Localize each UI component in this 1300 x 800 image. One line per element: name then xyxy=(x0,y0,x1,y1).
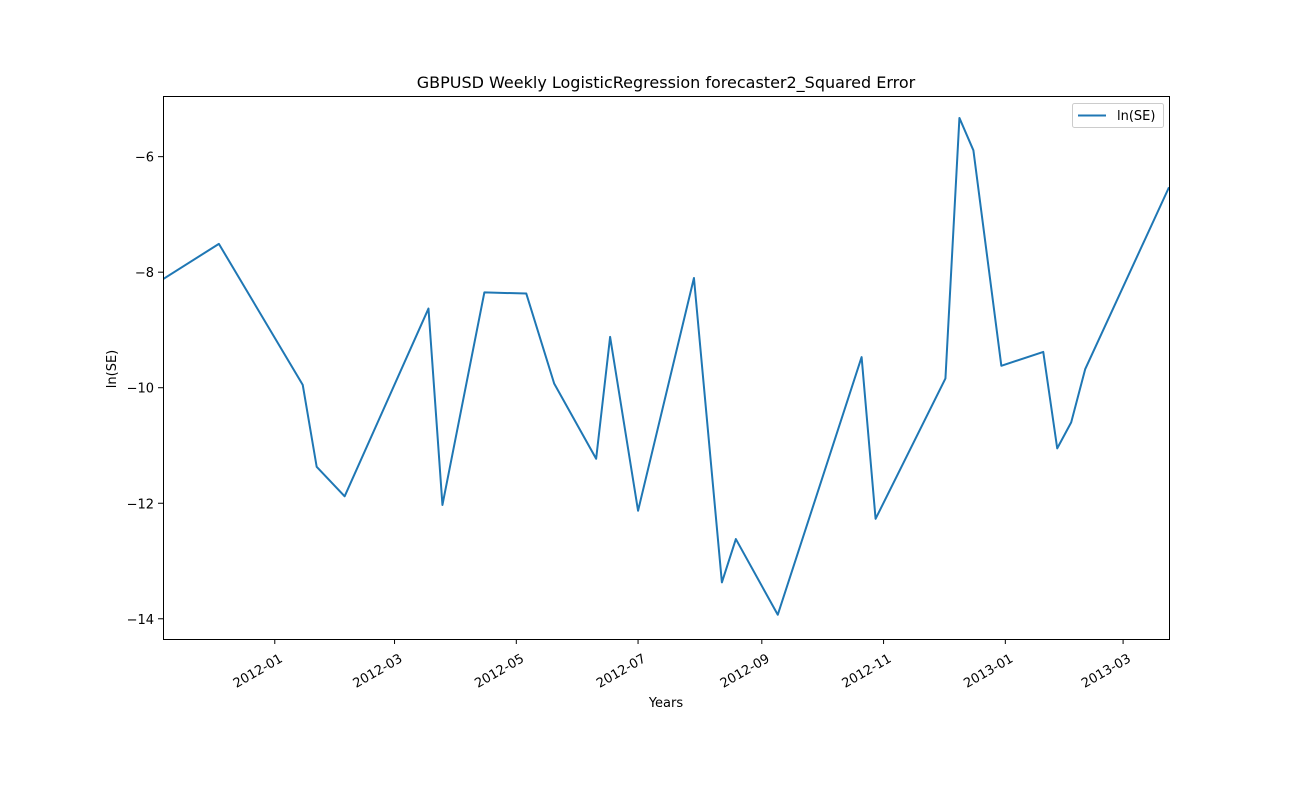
plot-area xyxy=(163,116,1169,616)
y-tick-label: −6 xyxy=(135,151,154,166)
legend-label: ln(SE) xyxy=(1117,109,1155,124)
series-line-0 xyxy=(163,116,1169,616)
y-tick-label: −12 xyxy=(127,497,154,512)
y-tick-label: −14 xyxy=(127,613,154,628)
plot-frame xyxy=(163,96,1170,640)
y-tick-label: −10 xyxy=(127,382,154,397)
x-axis-label: Years xyxy=(648,696,684,711)
legend: ln(SE) xyxy=(1072,103,1164,128)
y-tick-label: −8 xyxy=(135,266,154,281)
y-axis-ticks: −14 −12 −10 −8 −6 xyxy=(127,151,163,628)
chart-title: GBPUSD Weekly LogisticRegression forecas… xyxy=(417,73,916,93)
legend-box xyxy=(1072,103,1164,128)
y-axis-label: ln(SE) xyxy=(105,350,120,388)
